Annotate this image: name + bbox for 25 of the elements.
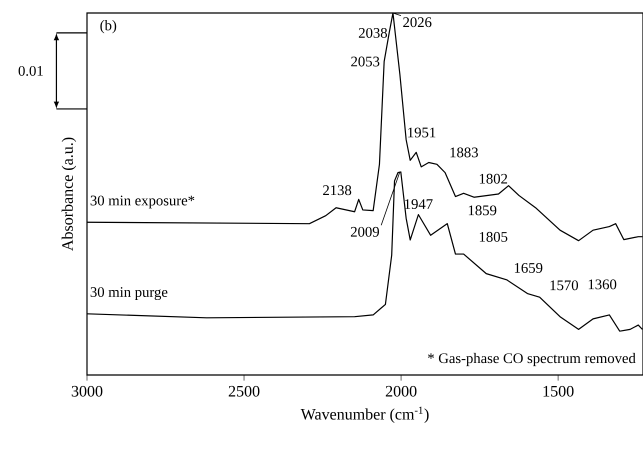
- x-tick-label: 1500: [544, 386, 574, 397]
- text: 0.01: [18, 66, 43, 76]
- x-tick-label: 2000: [386, 386, 416, 397]
- y-axis-title: Absorbance (a.u.): [62, 138, 76, 251]
- annotation: 1951: [408, 128, 436, 138]
- series-label: 30 min purge: [90, 287, 168, 300]
- x-tick-label: 2500: [228, 386, 260, 397]
- annotation: 1360: [588, 279, 616, 290]
- x-tick-label: 3000: [72, 386, 102, 397]
- annotation: 1947: [405, 199, 433, 210]
- annotation: 1859: [468, 205, 496, 216]
- annotation: * Gas-phase CO spectrum removed: [428, 352, 636, 366]
- annotation: (b): [100, 20, 116, 34]
- annotation: 2026: [403, 17, 432, 28]
- annotation: 1802: [480, 174, 508, 184]
- annotation: 2009: [350, 226, 379, 237]
- annotation: 2053: [351, 56, 380, 66]
- annotation: 1883: [450, 147, 478, 158]
- annotation: 2138: [323, 185, 352, 196]
- annotation: 1805: [480, 232, 508, 242]
- annotation: 1570: [550, 280, 578, 290]
- annotation: 2038: [358, 28, 388, 38]
- annotation: 1659: [514, 263, 542, 273]
- x-axis-title: Wavenumber (cm$^{-1}$): [300, 406, 429, 423]
- series-label: 30 min exposure*: [90, 196, 194, 208]
